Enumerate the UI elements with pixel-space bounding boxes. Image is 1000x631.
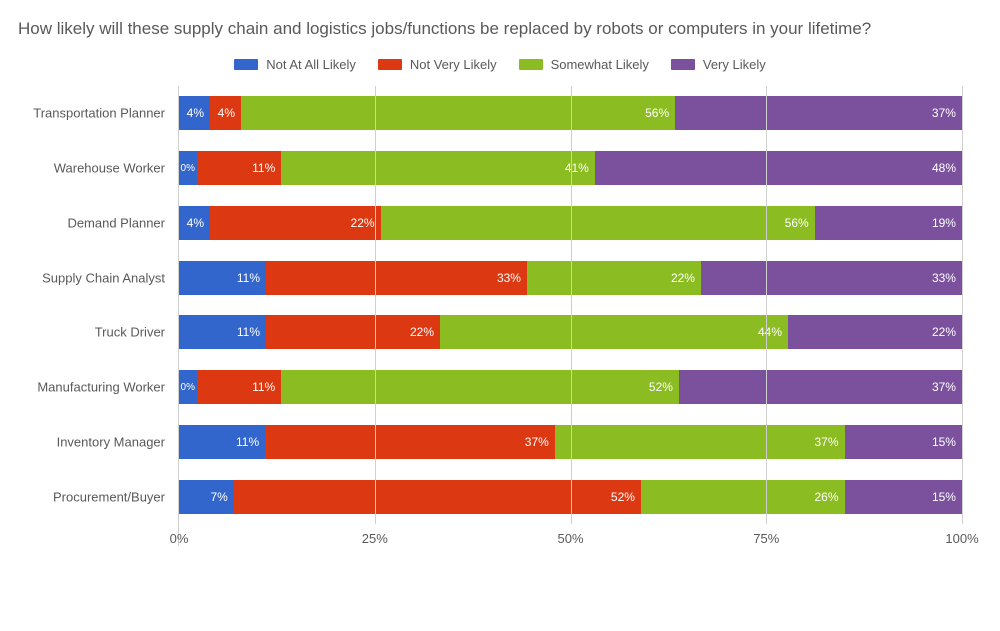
bar-segment: 15% [845,480,962,514]
bar-segment-value: 15% [932,490,956,504]
bar-segment: 11% [179,315,266,349]
bar-segment-value: 0% [181,163,195,174]
bar-segment-value: 48% [932,161,956,175]
bar-segment: 0% [179,370,197,404]
bar-segment-value: 52% [611,490,635,504]
bar-segment-value: 26% [815,490,839,504]
legend-label: Not At All Likely [266,57,356,72]
bar-segment-value: 22% [351,216,375,230]
bar-segment: 4% [210,96,241,130]
y-axis-category-label: Supply Chain Analyst [15,270,179,285]
bar-segment: 48% [595,151,962,185]
legend-label: Somewhat Likely [551,57,649,72]
y-axis-category-label: Truck Driver [15,325,179,340]
bar-segment: 33% [701,261,962,295]
bar-segment: 11% [197,370,281,404]
bar-segment: 44% [440,315,788,349]
bar-segment-value: 15% [932,435,956,449]
legend-item: Very Likely [671,57,766,72]
bar-segment-value: 33% [932,271,956,285]
bar-segment-value: 0% [181,382,195,393]
bar-segment: 37% [555,425,845,459]
legend-item: Somewhat Likely [519,57,649,72]
bar-segment: 11% [197,151,281,185]
legend-swatch [671,59,695,70]
legend-swatch [519,59,543,70]
gridline [766,86,767,524]
bar-segment-value: 11% [237,271,260,285]
bar-segment-value: 37% [932,106,956,120]
bar-segment: 15% [845,425,962,459]
legend-item: Not At All Likely [234,57,356,72]
gridline [375,86,376,524]
y-axis-category-label: Transportation Planner [15,106,179,121]
bar-segment: 11% [179,425,265,459]
y-axis-category-label: Demand Planner [15,215,179,230]
bar-segment-value: 11% [237,325,260,339]
x-axis-tick-label: 50% [557,531,583,546]
bar-segment: 22% [210,206,381,240]
y-axis-category-label: Manufacturing Worker [15,380,179,395]
bar-segment: 26% [641,480,845,514]
bar-segment-value: 37% [932,380,956,394]
bar-segment-value: 37% [815,435,839,449]
y-axis-category-label: Procurement/Buyer [15,489,179,504]
legend-label: Not Very Likely [410,57,497,72]
bar-segment-value: 33% [497,271,521,285]
bar-segment-value: 4% [187,106,204,120]
bar-segment: 0% [179,151,197,185]
bar-segment: 37% [675,96,962,130]
legend-swatch [234,59,258,70]
bar-segment: 52% [234,480,641,514]
bar-segment-value: 44% [758,325,782,339]
bar-segment: 22% [527,261,701,295]
gridline [571,86,572,524]
chart-container: How likely will these supply chain and l… [0,0,1000,631]
chart-title: How likely will these supply chain and l… [18,18,982,41]
plot-area: Transportation Planner4%4%56%37%Warehous… [178,86,962,546]
legend-swatch [378,59,402,70]
legend-label: Very Likely [703,57,766,72]
bar-segment-value: 19% [932,216,956,230]
bar-segment: 7% [179,480,234,514]
bar-segment-value: 56% [785,216,809,230]
bar-segment: 37% [679,370,962,404]
bar-segment: 4% [179,206,210,240]
legend: Not At All Likely Not Very Likely Somewhat… [18,57,982,72]
x-axis-tick-label: 75% [753,531,779,546]
bar-segment-value: 37% [525,435,549,449]
legend-item: Not Very Likely [378,57,497,72]
gridline [962,86,963,524]
bar-segment-value: 11% [252,161,275,175]
bar-segment: 11% [179,261,266,295]
x-axis-tick-label: 25% [362,531,388,546]
bar-segment-value: 4% [218,106,235,120]
bar-segment-value: 56% [645,106,669,120]
bar-segment-value: 22% [671,271,695,285]
bar-segment: 19% [815,206,962,240]
bar-segment-value: 4% [187,216,204,230]
x-axis-tick-label: 100% [945,531,978,546]
bar-segment-value: 22% [410,325,434,339]
bar-segment: 41% [281,151,595,185]
bar-segment-value: 11% [252,380,275,394]
bar-segment: 33% [266,261,527,295]
bar-segment-value: 52% [649,380,673,394]
y-axis-category-label: Warehouse Worker [15,161,179,176]
bar-segment-value: 11% [236,435,259,449]
bar-segment: 56% [381,206,815,240]
bar-segment: 22% [788,315,962,349]
bar-segment: 4% [179,96,210,130]
bar-segment-value: 41% [565,161,589,175]
bar-segment-value: 7% [210,490,227,504]
bar-segment: 37% [265,425,555,459]
y-axis-category-label: Inventory Manager [15,434,179,449]
bar-segment: 22% [266,315,440,349]
bar-segment-value: 22% [932,325,956,339]
bar-segment: 56% [241,96,675,130]
x-axis-tick-label: 0% [170,531,189,546]
bar-segment: 52% [281,370,679,404]
